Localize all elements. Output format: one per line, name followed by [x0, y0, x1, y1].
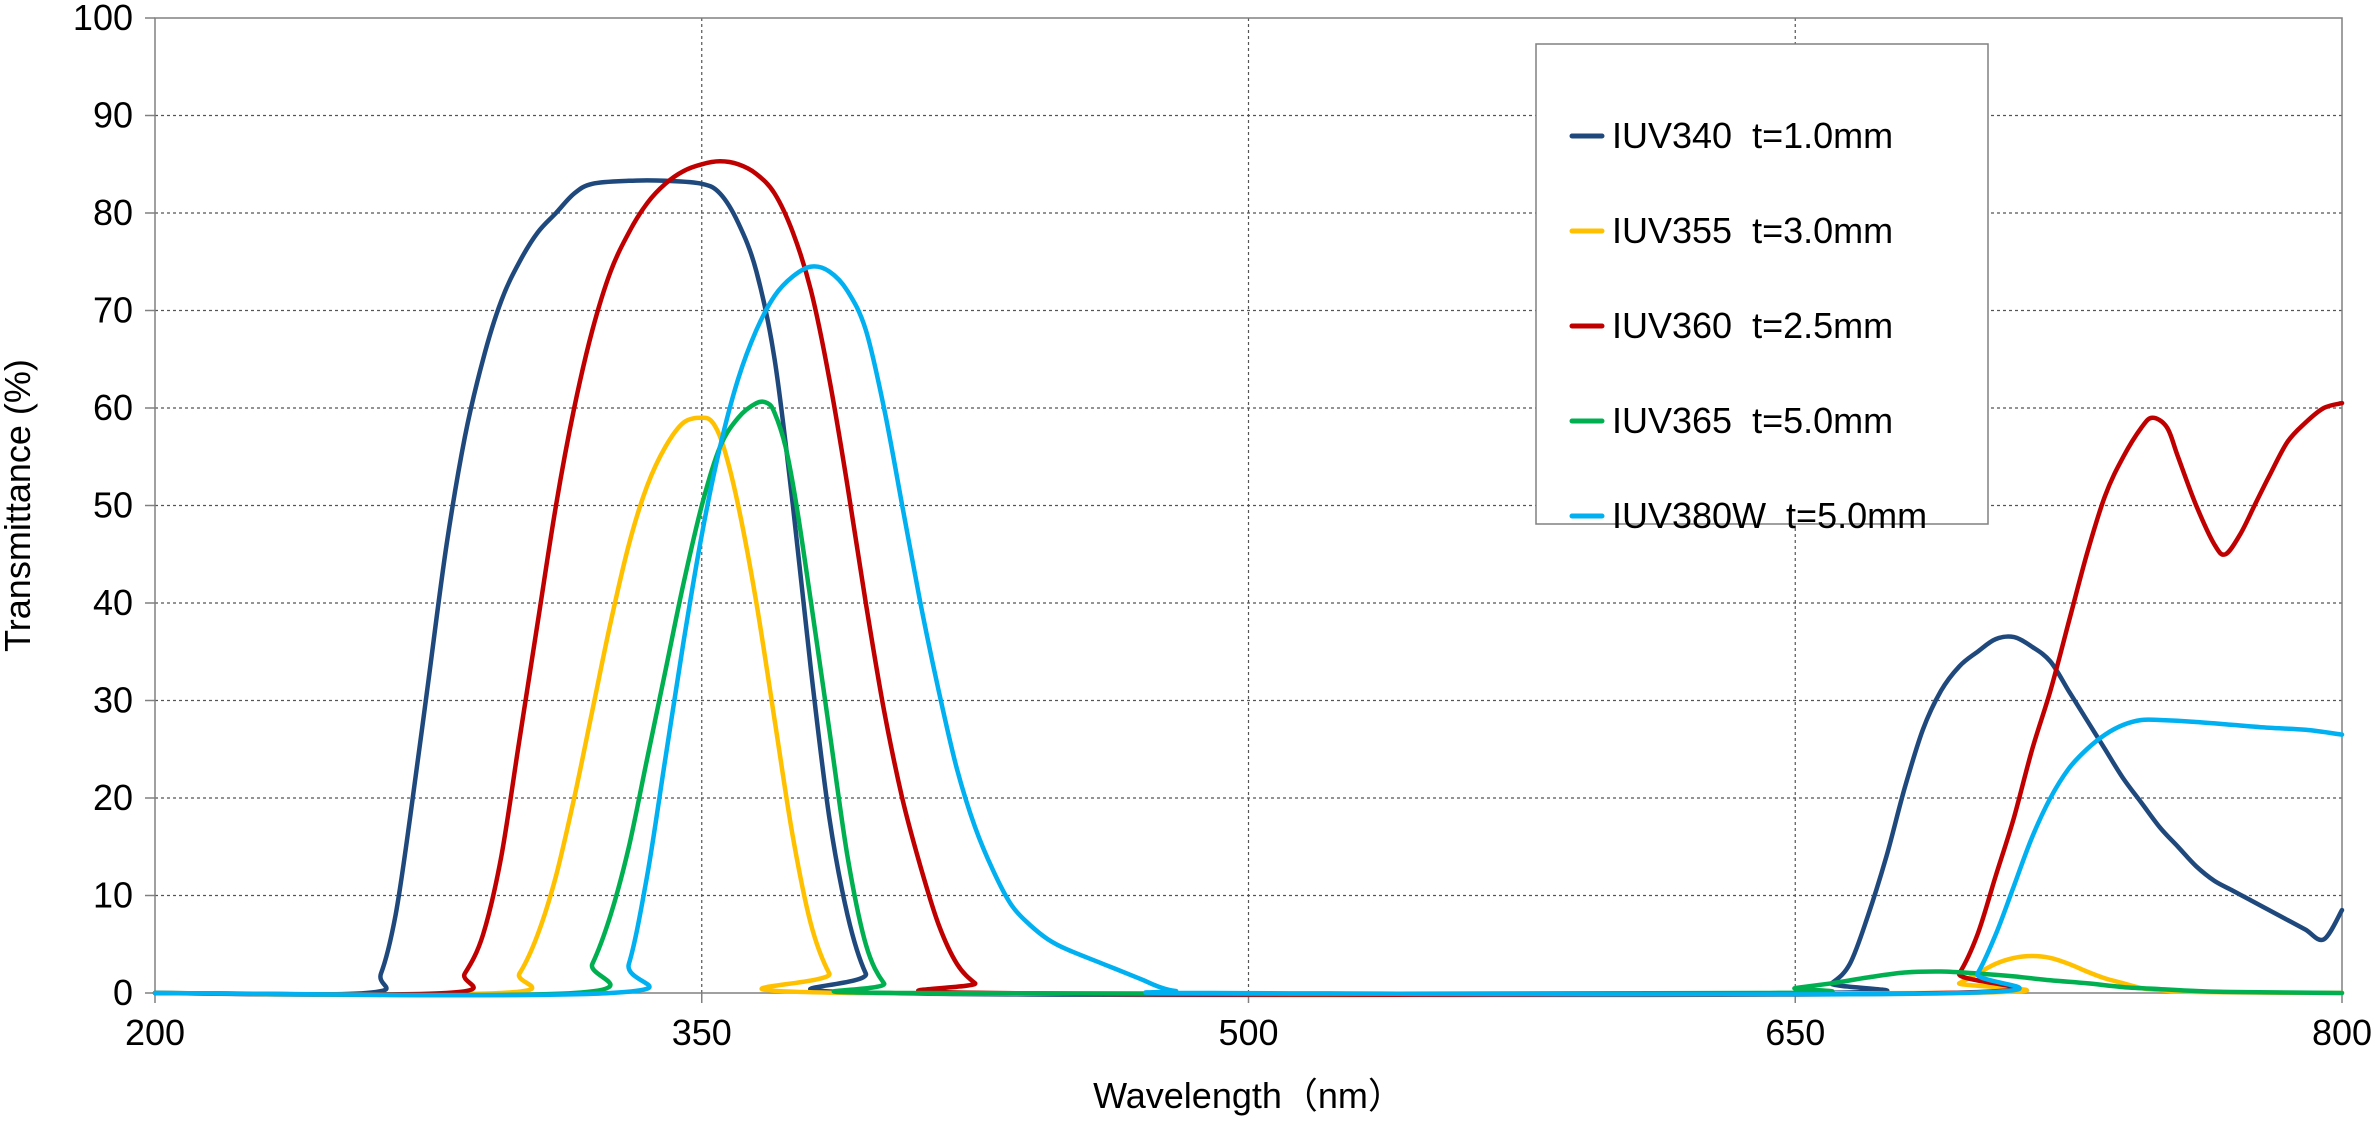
legend-label: IUV360 t=2.5mm	[1612, 305, 1893, 346]
y-tick-label: 60	[93, 387, 133, 428]
x-tick-label: 200	[125, 1012, 185, 1053]
series-group	[152, 159, 2345, 998]
y-tick-label: 40	[93, 582, 133, 623]
legend-label: IUV365 t=5.0mm	[1612, 400, 1893, 441]
x-tick-label: 800	[2312, 1012, 2372, 1053]
series-line-3	[152, 399, 2345, 998]
x-axis-title: Wavelength（nm）	[1093, 1075, 1404, 1116]
legend: IUV340 t=1.0mm IUV355 t=3.0mm IUV360 t=2.5…	[1535, 43, 1989, 536]
x-tick-label: 500	[1218, 1012, 1278, 1053]
y-tick-label: 0	[113, 972, 133, 1013]
x-tick-label: 650	[1765, 1012, 1825, 1053]
y-tick-label: 30	[93, 680, 133, 721]
y-tick-label: 90	[93, 95, 133, 136]
y-tick-label: 80	[93, 192, 133, 233]
series-line-4	[152, 264, 2345, 998]
y-tick-label: 10	[93, 875, 133, 916]
y-tick-label: 20	[93, 777, 133, 818]
legend-items: IUV340 t=1.0mm IUV355 t=3.0mm IUV360 t=2.5…	[1569, 115, 1927, 536]
y-tick-label: 50	[93, 485, 133, 526]
legend-label: IUV340 t=1.0mm	[1612, 115, 1893, 156]
legend-label: IUV355 t=3.0mm	[1612, 210, 1893, 251]
x-axis-ticks: 200 350 500 650 800	[125, 993, 2372, 1053]
grid	[155, 18, 2342, 993]
y-axis-title: Transmittance (%)	[0, 359, 38, 652]
legend-box	[1535, 43, 1989, 525]
x-tick-label: 350	[672, 1012, 732, 1053]
y-tick-label: 70	[93, 290, 133, 331]
y-axis-ticks: 0 10 20 30 40 50 60 70 80 90 100	[73, 0, 155, 1013]
series-line-1	[152, 415, 2345, 998]
series-line-2	[152, 159, 2345, 998]
y-tick-label: 100	[73, 0, 133, 38]
legend-label: IUV380W t=5.0mm	[1612, 495, 1927, 536]
